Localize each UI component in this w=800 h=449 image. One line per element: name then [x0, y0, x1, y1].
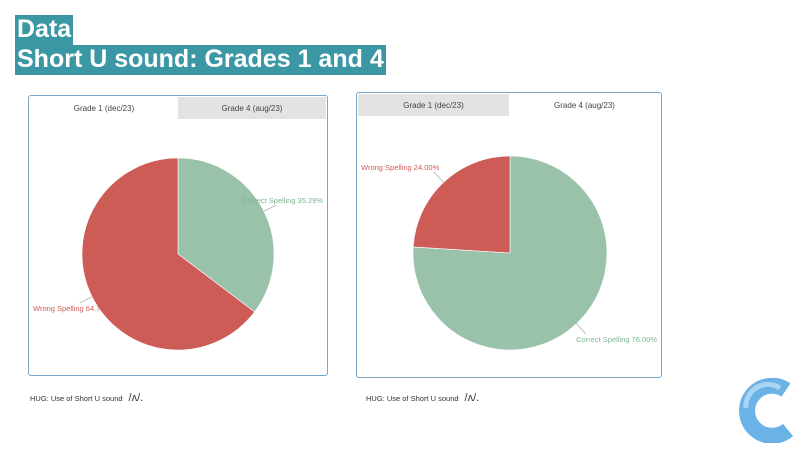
pie-data-label: Correct Spelling 76.00%: [576, 335, 657, 344]
chart-panel-1: Grade 1 (dec/23) Grade 4 (aug/23) Correc…: [28, 95, 328, 376]
tab-grade4[interactable]: Grade 4 (aug/23): [509, 94, 660, 116]
label-leader-line: [79, 296, 93, 304]
label-leader-line: [576, 323, 587, 335]
label-leader-line: [433, 171, 444, 183]
pie-data-label: Wrong Spelling 24.00%: [361, 163, 440, 172]
pie-slice-correct-spelling[interactable]: [177, 157, 275, 313]
heading-line1: Data: [15, 15, 74, 45]
pie-slice-wrong-spelling[interactable]: [81, 157, 256, 351]
caption-1: HUG: Use of Short U sound/ʌ/.: [30, 392, 144, 404]
page-title: Short U sound: Grades 1 and 4: [15, 45, 386, 75]
pie-chart: Correct Spelling 76.00% Wrong Spelling 24…: [361, 155, 657, 351]
label-leader-line: [263, 204, 277, 212]
pie-data-label: Wrong Spelling 64.71%: [33, 304, 112, 313]
chart-panel-2: Grade 1 (dec/23) Grade 4 (aug/23) Correc…: [356, 92, 662, 378]
tab-grade1[interactable]: Grade 1 (dec/23): [30, 97, 178, 119]
tab-grade1[interactable]: Grade 1 (dec/23): [358, 94, 509, 116]
pie-data-label: Correct Spelling 35.29%: [242, 196, 323, 205]
tab-grade4[interactable]: Grade 4 (aug/23): [178, 97, 326, 119]
caption-2: HUG: Use of Short U sound/ʌ/.: [366, 392, 480, 404]
logo-c-icon: [739, 378, 794, 443]
pie-chart: Correct Spelling 35.29% Wrong Spelling 64…: [33, 157, 323, 351]
pie-slice-correct-spelling[interactable]: [412, 155, 608, 351]
